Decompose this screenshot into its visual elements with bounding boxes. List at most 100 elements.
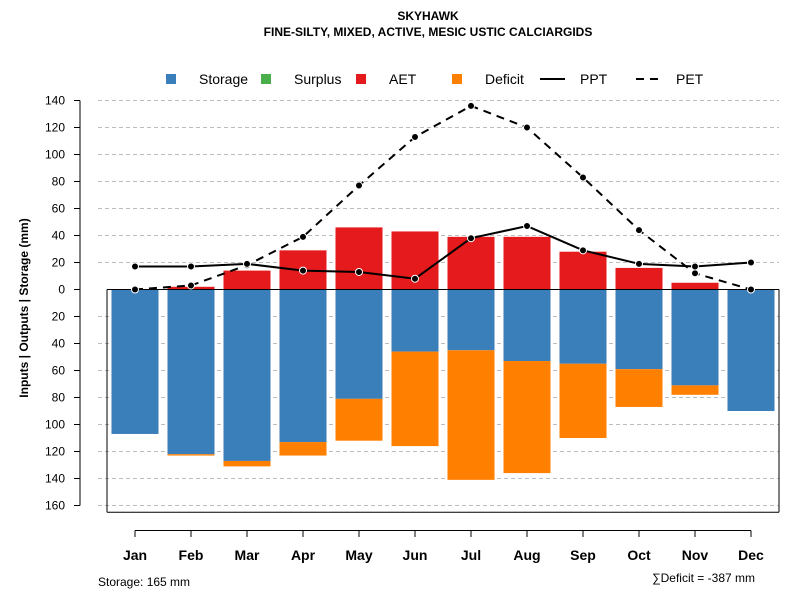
aet-bar-oct [615, 267, 663, 290]
bars [111, 227, 775, 480]
ppt-point-oct [635, 259, 643, 268]
x-tick-label-mar: Mar [235, 547, 260, 563]
aet-bar-sep [559, 251, 607, 290]
legend-swatch [452, 74, 462, 84]
series-lines [131, 101, 755, 294]
x-tick-label-sep: Sep [570, 547, 596, 563]
deficit-bar-jul [447, 350, 495, 480]
y-tick-label: 100 [45, 418, 65, 432]
deficit-footnote: ∑Deficit = -387 mm [652, 571, 755, 585]
legend-item-surplus: Surplus [261, 71, 341, 87]
storage-footnote: Storage: 165 mm [98, 575, 190, 589]
ppt-point-jan [131, 262, 139, 271]
aet-bar-jul [447, 236, 495, 290]
storage-bar-may [335, 289, 383, 399]
deficit-bar-feb [167, 454, 215, 456]
legend-label: PET [676, 71, 704, 87]
pet-point-jan [131, 285, 139, 294]
pet-point-aug [523, 123, 531, 132]
y-tick-label: 120 [45, 121, 65, 135]
storage-bar-dec [727, 289, 775, 411]
plot-frame [106, 289, 780, 513]
deficit-bar-oct [615, 369, 663, 407]
x-axis: Jan Feb Mar Apr May Jun Jul Aug Sep Oct Nov Dec [123, 530, 764, 563]
legend-item-pet: PET [636, 71, 704, 87]
x-tick-label-may: May [345, 547, 372, 563]
legend-label: Surplus [294, 71, 341, 87]
pet-point-sep [579, 173, 587, 182]
pet-point-oct [635, 226, 643, 235]
pet-point-feb [187, 281, 195, 290]
x-tick-label-apr: Apr [291, 547, 316, 563]
legend-label: AET [389, 71, 417, 87]
legend-label: Deficit [485, 71, 524, 87]
deficit-bar-aug [503, 361, 551, 474]
legend-item-aet: AET [356, 71, 417, 87]
y-tick-label: 60 [52, 202, 66, 216]
x-tick-label-dec: Dec [738, 547, 764, 563]
ppt-point-sep [579, 246, 587, 255]
ppt-point-aug [523, 222, 531, 231]
aet-bar-mar [223, 270, 271, 290]
ppt-point-jul [467, 234, 475, 243]
pet-point-may [355, 181, 363, 190]
y-tick-label: 0 [58, 283, 65, 297]
x-tick-label-nov: Nov [682, 547, 709, 563]
y-tick-label: 80 [52, 391, 66, 405]
ppt-point-jun [411, 274, 419, 283]
aet-bar-aug [503, 236, 551, 290]
aet-bar-may [335, 227, 383, 290]
x-tick-label-feb: Feb [179, 547, 204, 563]
deficit-bar-sep [559, 363, 607, 438]
storage-bar-feb [167, 289, 215, 455]
y-axis-label: Inputs | Outputs | Storage (mm) [17, 218, 31, 397]
deficit-bar-jun [391, 351, 439, 447]
y-tick-label: 20 [52, 256, 66, 270]
y-tick-label: 120 [45, 445, 65, 459]
pet-point-dec [747, 285, 755, 294]
pet-point-nov [691, 269, 699, 278]
ppt-line [135, 225, 752, 280]
deficit-bar-mar [223, 460, 271, 467]
deficit-bar-may [335, 398, 383, 441]
legend-swatch [356, 74, 366, 84]
y-tick-label: 160 [45, 499, 65, 513]
deficit-bar-nov [671, 385, 719, 395]
legend-label: Storage [199, 71, 248, 87]
pet-point-apr [299, 232, 307, 241]
ppt-point-feb [187, 262, 195, 271]
y-tick-label: 80 [52, 175, 66, 189]
y-tick-label: 140 [45, 472, 65, 486]
ppt-point-mar [243, 259, 251, 268]
x-tick-label-aug: Aug [513, 547, 540, 563]
legend-label: PPT [580, 71, 608, 87]
legend-item-deficit: Deficit [452, 71, 524, 87]
ppt-point-may [355, 267, 363, 276]
y-tick-label: 140 [45, 94, 65, 108]
x-tick-label-jul: Jul [461, 547, 481, 563]
storage-bar-sep [559, 289, 607, 364]
storage-bar-nov [671, 289, 719, 386]
chart-subtitle: FINE-SILTY, MIXED, ACTIVE, MESIC USTIC C… [264, 25, 593, 39]
y-tick-label: 40 [52, 337, 66, 351]
pet-line [134, 104, 752, 291]
storage-bar-apr [279, 289, 327, 443]
chart-title: SKYHAWK [397, 9, 459, 23]
legend-item-storage: Storage [166, 71, 248, 87]
storage-bar-jan [111, 289, 159, 434]
y-tick-label: 40 [52, 229, 66, 243]
x-tick-label-jun: Jun [403, 547, 428, 563]
deficit-bar-apr [279, 442, 327, 456]
pet-point-jul [467, 101, 475, 110]
storage-bar-mar [223, 289, 271, 461]
storage-bar-oct [615, 289, 663, 370]
storage-bar-jun [391, 289, 439, 352]
y-tick-label: 60 [52, 364, 66, 378]
ppt-point-nov [691, 262, 699, 271]
ppt-point-dec [747, 258, 755, 267]
y-tick-label: 20 [52, 310, 66, 324]
legend-swatch [166, 74, 176, 84]
x-tick-label-oct: Oct [627, 547, 651, 563]
legend-item-ppt: PPT [540, 71, 608, 87]
storage-bar-aug [503, 289, 551, 362]
